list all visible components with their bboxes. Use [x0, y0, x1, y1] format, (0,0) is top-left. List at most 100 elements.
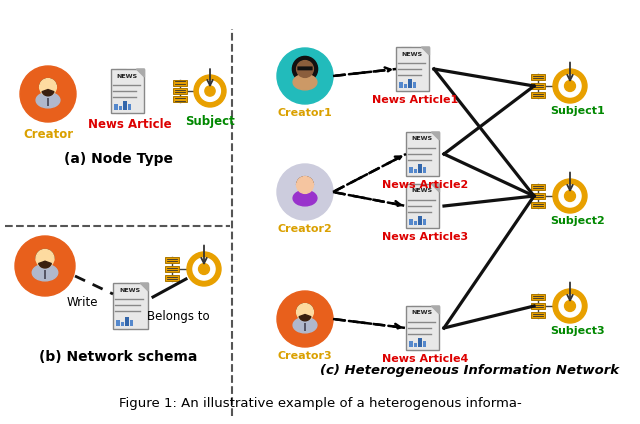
Circle shape [193, 258, 215, 280]
FancyBboxPatch shape [164, 257, 179, 263]
FancyBboxPatch shape [409, 219, 413, 225]
Polygon shape [431, 132, 440, 140]
Polygon shape [140, 283, 148, 291]
Text: NEWS: NEWS [411, 310, 432, 315]
Wedge shape [38, 261, 51, 268]
Circle shape [553, 289, 587, 323]
FancyBboxPatch shape [411, 132, 420, 176]
Polygon shape [431, 184, 440, 192]
Circle shape [40, 78, 56, 95]
Wedge shape [296, 177, 314, 185]
Text: Creator1: Creator1 [278, 108, 332, 118]
Polygon shape [422, 47, 429, 55]
FancyBboxPatch shape [116, 69, 125, 113]
Ellipse shape [293, 75, 317, 90]
Text: Subject: Subject [185, 115, 235, 128]
Wedge shape [296, 304, 314, 312]
FancyBboxPatch shape [422, 219, 426, 225]
FancyBboxPatch shape [531, 303, 545, 309]
FancyBboxPatch shape [44, 270, 46, 279]
Text: Creator2: Creator2 [278, 224, 332, 234]
Circle shape [194, 75, 226, 107]
FancyBboxPatch shape [422, 341, 426, 347]
FancyBboxPatch shape [411, 184, 420, 228]
Circle shape [277, 164, 333, 220]
Circle shape [198, 264, 209, 274]
Circle shape [292, 56, 317, 81]
FancyBboxPatch shape [406, 184, 440, 228]
FancyBboxPatch shape [173, 96, 187, 102]
Text: NEWS: NEWS [119, 287, 140, 293]
FancyBboxPatch shape [116, 320, 120, 326]
Text: News Article2: News Article2 [382, 180, 468, 190]
Circle shape [296, 304, 314, 321]
FancyBboxPatch shape [413, 221, 417, 225]
Circle shape [296, 61, 314, 78]
FancyBboxPatch shape [118, 283, 128, 329]
FancyBboxPatch shape [113, 283, 148, 329]
Circle shape [564, 81, 575, 92]
Text: Belongs to: Belongs to [147, 310, 209, 323]
FancyBboxPatch shape [164, 275, 179, 281]
Text: NEWS: NEWS [411, 137, 432, 142]
FancyBboxPatch shape [111, 69, 145, 113]
FancyBboxPatch shape [401, 47, 410, 91]
FancyBboxPatch shape [127, 104, 131, 110]
FancyBboxPatch shape [531, 193, 545, 199]
FancyBboxPatch shape [418, 164, 422, 173]
FancyBboxPatch shape [304, 323, 307, 331]
FancyBboxPatch shape [531, 184, 545, 190]
Ellipse shape [293, 318, 317, 333]
FancyBboxPatch shape [531, 83, 545, 89]
Text: (a) Node Type: (a) Node Type [63, 152, 173, 166]
Text: News Article3: News Article3 [382, 232, 468, 242]
Text: News Article: News Article [88, 118, 172, 131]
Circle shape [553, 69, 587, 103]
Text: Subject1: Subject1 [550, 106, 605, 116]
Ellipse shape [36, 92, 60, 108]
FancyBboxPatch shape [298, 67, 312, 70]
FancyBboxPatch shape [164, 266, 179, 272]
FancyBboxPatch shape [413, 169, 417, 173]
FancyBboxPatch shape [413, 82, 416, 88]
Circle shape [559, 295, 581, 317]
FancyBboxPatch shape [406, 306, 440, 350]
Circle shape [553, 179, 587, 213]
FancyBboxPatch shape [409, 341, 413, 347]
FancyBboxPatch shape [531, 312, 545, 318]
Text: (c) Heterogeneous Information Network: (c) Heterogeneous Information Network [321, 364, 620, 377]
Circle shape [564, 190, 575, 201]
FancyBboxPatch shape [396, 47, 429, 91]
FancyBboxPatch shape [408, 79, 412, 88]
FancyBboxPatch shape [531, 92, 545, 98]
Circle shape [36, 249, 54, 268]
Circle shape [559, 185, 581, 207]
FancyBboxPatch shape [422, 167, 426, 173]
FancyBboxPatch shape [173, 88, 187, 94]
FancyBboxPatch shape [531, 74, 545, 80]
Circle shape [200, 81, 220, 101]
FancyBboxPatch shape [531, 202, 545, 208]
FancyBboxPatch shape [129, 320, 133, 326]
FancyBboxPatch shape [123, 101, 127, 110]
FancyBboxPatch shape [411, 306, 420, 350]
Text: Figure 1: An illustrative example of a heterogenous informa-: Figure 1: An illustrative example of a h… [118, 397, 522, 410]
FancyBboxPatch shape [114, 104, 118, 110]
Circle shape [187, 252, 221, 286]
Ellipse shape [293, 190, 317, 206]
Text: NEWS: NEWS [411, 189, 432, 193]
FancyBboxPatch shape [531, 294, 545, 300]
Text: NEWS: NEWS [116, 73, 138, 78]
FancyBboxPatch shape [399, 82, 403, 88]
Text: Subject2: Subject2 [550, 216, 605, 226]
Circle shape [277, 48, 333, 104]
Ellipse shape [32, 264, 58, 281]
Text: Creator: Creator [23, 128, 73, 141]
Wedge shape [36, 249, 54, 259]
Circle shape [205, 86, 215, 96]
Circle shape [559, 75, 581, 97]
FancyBboxPatch shape [118, 106, 122, 110]
FancyBboxPatch shape [47, 98, 49, 106]
Wedge shape [299, 315, 311, 321]
FancyBboxPatch shape [125, 317, 129, 326]
